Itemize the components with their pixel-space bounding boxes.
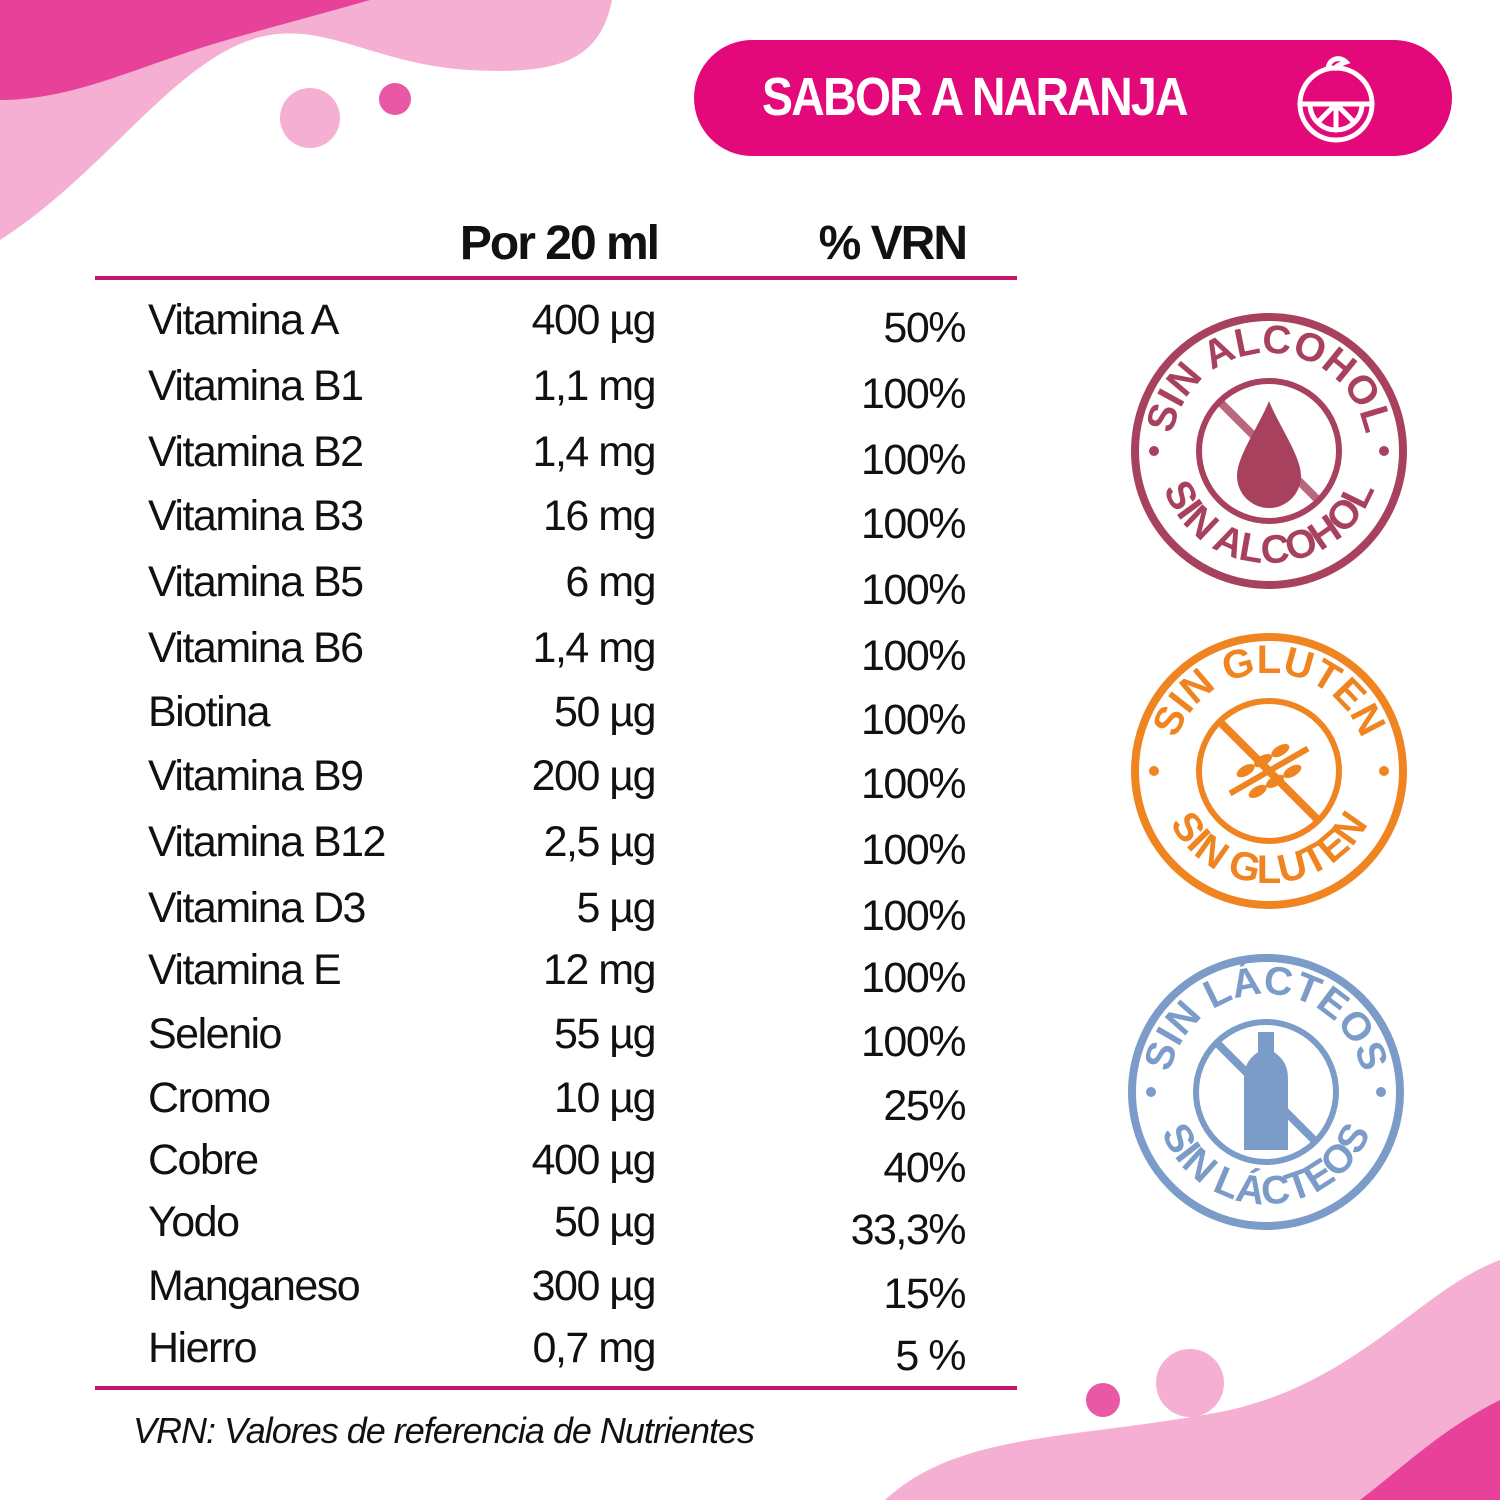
table-row: Selenio 55 µg 100% [0, 1010, 1017, 1070]
nutrient-name: Vitamina B2 [148, 428, 364, 476]
nutrient-name: Yodo [148, 1198, 240, 1246]
nutrient-vrn: 100% [861, 566, 966, 614]
column-header-amount: Por 20 ml [459, 217, 660, 270]
seal-text-top: SIN GLUTEN [1144, 638, 1393, 743]
nutrient-amount: 1,4 mg [532, 428, 657, 476]
nutrient-vrn: 100% [861, 696, 966, 744]
nutrient-amount: 5 µg [576, 884, 656, 932]
dot-dark [1086, 1383, 1120, 1417]
blob-dark-top [0, 0, 370, 100]
nutrient-amount: 1,1 mg [532, 362, 657, 410]
nutrient-name: Vitamina B5 [148, 558, 364, 606]
nutrient-amount: 1,4 mg [532, 624, 657, 672]
flavor-badge: SABOR A NARANJA [694, 40, 1452, 156]
blob-light-bottom [885, 1260, 1500, 1500]
nutrient-amount: 55 µg [554, 1010, 656, 1058]
nutrient-amount: 300 µg [531, 1262, 657, 1310]
table-row: Vitamina B5 6 mg 100% [0, 558, 1017, 618]
table-row: Biotina 50 µg 100% [0, 688, 1017, 748]
nutrient-vrn: 100% [861, 760, 966, 808]
nutrient-vrn: 40% [883, 1144, 966, 1192]
nutrient-vrn: 50% [883, 304, 966, 352]
table-row: Vitamina B1 1,1 mg 100% [0, 362, 1017, 422]
nutrient-vrn: 100% [861, 632, 966, 680]
nutrient-vrn: 100% [861, 1018, 966, 1066]
nutrient-vrn: 100% [861, 436, 966, 484]
nutrient-name: Vitamina A [148, 296, 339, 344]
seal-sin-alcohol: SIN ALCOHOL SIN ALCOHOL [1131, 313, 1407, 589]
seal-sin-lacteos: SIN LÁCTEOS SIN LÁCTEOS [1128, 954, 1404, 1230]
nutrient-vrn: 25% [883, 1082, 966, 1130]
dot-light [280, 88, 340, 148]
table-row: Hierro 0,7 mg 5 % [0, 1324, 1017, 1384]
nutrient-amount: 10 µg [554, 1074, 656, 1122]
nutrient-name: Vitamina D3 [148, 884, 366, 932]
nutrient-name: Vitamina E [148, 946, 342, 994]
dot-dark [379, 83, 411, 115]
nutrient-vrn: 100% [861, 500, 966, 548]
nutrient-name: Cromo [148, 1074, 271, 1122]
table-bottom-rule [95, 1386, 1017, 1390]
dot-light [1156, 1349, 1224, 1417]
flavor-label: SABOR A NARANJA [762, 67, 1189, 127]
nutrient-amount: 400 µg [531, 1136, 657, 1184]
table-row: Vitamina D3 5 µg 100% [0, 884, 1017, 944]
table-row: Cromo 10 µg 25% [0, 1074, 1017, 1134]
table-row: Yodo 50 µg 33,3% [0, 1198, 1017, 1258]
nutrient-name: Vitamina B6 [148, 624, 364, 672]
blob-dark-bottom [1360, 1400, 1500, 1500]
footnote: VRN: Valores de referencia de Nutrientes [133, 1410, 755, 1451]
nutrient-amount: 200 µg [531, 752, 657, 800]
nutrient-name: Vitamina B9 [148, 752, 364, 800]
nutrient-name: Selenio [148, 1010, 282, 1058]
nutrient-vrn: 100% [861, 954, 966, 1002]
nutrient-amount: 400 µg [531, 296, 657, 344]
column-header-vrn: % VRN [818, 217, 968, 270]
table-row: Vitamina B3 16 mg 100% [0, 492, 1017, 552]
nutrient-amount: 6 mg [565, 558, 656, 606]
table-top-rule [95, 276, 1017, 280]
nutrient-vrn: 100% [861, 892, 966, 940]
table-row: Vitamina E 12 mg 100% [0, 946, 1017, 1006]
nutrient-name: Vitamina B3 [148, 492, 364, 540]
table-row: Manganeso 300 µg 15% [0, 1262, 1017, 1322]
table-row: Vitamina B9 200 µg 100% [0, 752, 1017, 812]
nutrient-name: Cobre [148, 1136, 259, 1184]
nutrient-vrn: 5 % [895, 1332, 966, 1380]
nutrient-vrn: 15% [883, 1270, 966, 1318]
nutrient-amount: 50 µg [554, 688, 656, 736]
table-row: Vitamina B12 2,5 µg 100% [0, 818, 1017, 878]
nutrient-amount: 2,5 µg [543, 818, 657, 866]
nutrient-amount: 50 µg [554, 1198, 656, 1246]
nutrient-amount: 12 mg [542, 946, 657, 994]
nutrient-name: Vitamina B1 [148, 362, 364, 410]
table-row: Vitamina B2 1,4 mg 100% [0, 428, 1017, 488]
nutrient-vrn: 100% [861, 826, 966, 874]
nutrient-vrn: 33,3% [850, 1206, 967, 1254]
nutrient-amount: 0,7 mg [532, 1324, 657, 1372]
nutrient-name: Hierro [148, 1324, 258, 1372]
nutrient-name: Manganeso [148, 1262, 361, 1310]
table-row: Vitamina A 400 µg 50% [0, 296, 1017, 356]
nutrient-name: Biotina [148, 688, 270, 736]
table-row: Vitamina B6 1,4 mg 100% [0, 624, 1017, 684]
nutrient-name: Vitamina B12 [148, 818, 386, 866]
nutrient-vrn: 100% [861, 370, 966, 418]
svg-text:SIN GLUTEN: SIN GLUTEN [1144, 638, 1393, 743]
nutrient-amount: 16 mg [542, 492, 657, 540]
table-row: Cobre 400 µg 40% [0, 1136, 1017, 1196]
orange-slice-icon [1297, 56, 1375, 143]
seal-sin-gluten: SIN GLUTEN SIN GLUTEN [1131, 633, 1407, 909]
